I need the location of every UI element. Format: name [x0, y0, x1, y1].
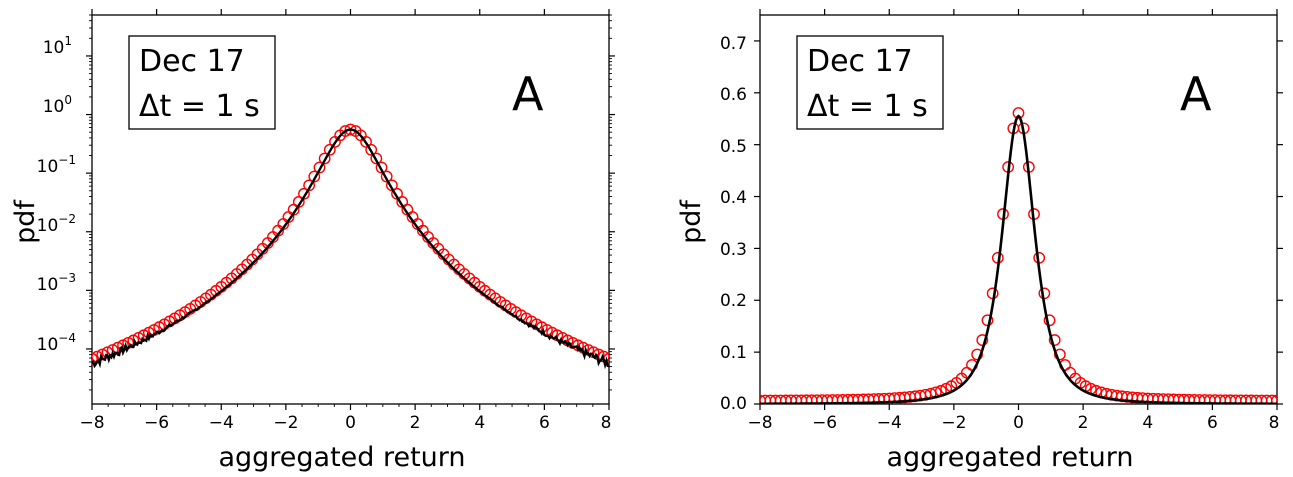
- left-model-marker: [380, 170, 393, 183]
- right-ytick-label-7: 0.7: [720, 34, 747, 54]
- left-xtick-label-2: −4: [209, 413, 234, 433]
- right-xtick-label-3: −2: [941, 413, 966, 433]
- right-model-marker: [1048, 334, 1061, 346]
- left-model-marker: [92, 352, 98, 365]
- left-series-layer: [92, 123, 609, 370]
- right-model-series: [760, 107, 1277, 404]
- right-ytick-label-4: 0.4: [720, 188, 747, 208]
- right-ytick-label-0: 0.0: [720, 394, 747, 414]
- right-inset-box: [796, 35, 944, 130]
- right-ytick-label-5: 0.5: [720, 137, 747, 157]
- right-y-axis-label: pdf: [676, 199, 707, 244]
- right-empirical-line: [760, 114, 1277, 404]
- right-xtick-label-2: −4: [877, 413, 902, 433]
- right-ytick-label-3: 0.3: [720, 240, 747, 260]
- left-xtick-label-6: 4: [474, 413, 485, 433]
- left-model-marker: [308, 170, 321, 183]
- left-xtick-label-4: 0: [345, 413, 356, 433]
- right-xtick-label-7: 6: [1207, 413, 1218, 433]
- right-xtick-label-6: 4: [1142, 413, 1153, 433]
- left-inset-line1: Dec 17: [139, 44, 245, 79]
- left-model-marker: [365, 143, 378, 156]
- left-ytick-label-3: 10−2: [37, 212, 76, 236]
- left-inset-line2: Δt = 1 s: [139, 89, 260, 124]
- right-panel-letter: A: [1180, 67, 1212, 121]
- left-ytick-label-1: 100: [43, 93, 72, 117]
- left-xtick-label-8: 8: [601, 413, 612, 433]
- left-empirical-line: [92, 128, 609, 370]
- right-xtick-label-4: 0: [1013, 413, 1024, 433]
- left-ytick-label-5: 10−4: [37, 331, 76, 355]
- right-model-marker: [1265, 394, 1277, 404]
- left-inset-box: [128, 35, 276, 130]
- right-panel: 0.0 0.1 0.2 0.3 0.4 0.5 0.6 0.7 −8 −6 −4…: [676, 9, 1283, 473]
- left-xtick-label-5: 2: [410, 413, 421, 433]
- left-model-marker: [344, 123, 357, 136]
- right-ytick-label-6: 0.6: [720, 85, 747, 105]
- left-xtick-label-0: −8: [79, 413, 104, 433]
- left-model-marker: [318, 152, 331, 165]
- right-inset-line2: Δt = 1 s: [807, 89, 928, 124]
- left-model-marker: [313, 161, 326, 174]
- left-panel: 101 100 10−1 10−2 10−3 10−4 −8 −6 −4 −2 …: [10, 9, 615, 473]
- left-ytick-label-0: 101: [43, 34, 72, 58]
- left-ticks-layer: [86, 9, 615, 410]
- right-series-layer: [760, 107, 1277, 404]
- right-xtick-label-5: 2: [1078, 413, 1089, 433]
- left-ytick-label-2: 10−1: [37, 153, 76, 177]
- left-xtick-label-3: −2: [273, 413, 298, 433]
- left-model-marker: [370, 152, 383, 165]
- right-xtick-label-1: −6: [812, 413, 837, 433]
- right-xtick-label-0: −8: [747, 413, 772, 433]
- right-model-marker: [976, 334, 989, 346]
- right-ytick-label-1: 0.1: [720, 343, 747, 363]
- left-x-axis-label: aggregated return: [218, 442, 465, 473]
- left-xtick-label-7: 6: [539, 413, 550, 433]
- left-model-marker: [375, 161, 388, 174]
- right-inset-line1: Dec 17: [807, 44, 913, 79]
- left-xtick-label-1: −6: [144, 413, 169, 433]
- right-xtick-label-8: 8: [1269, 413, 1280, 433]
- left-panel-letter: A: [512, 67, 544, 121]
- right-ticks-layer: [754, 9, 1283, 410]
- right-ytick-label-2: 0.2: [720, 291, 747, 311]
- right-model-marker: [1271, 394, 1277, 404]
- right-model-marker: [1053, 348, 1066, 361]
- right-x-axis-label: aggregated return: [886, 442, 1133, 473]
- left-ytick-label-4: 10−3: [37, 271, 76, 295]
- left-y-axis-label: pdf: [10, 199, 41, 244]
- right-model-marker: [1012, 107, 1025, 119]
- right-model-marker: [971, 348, 984, 361]
